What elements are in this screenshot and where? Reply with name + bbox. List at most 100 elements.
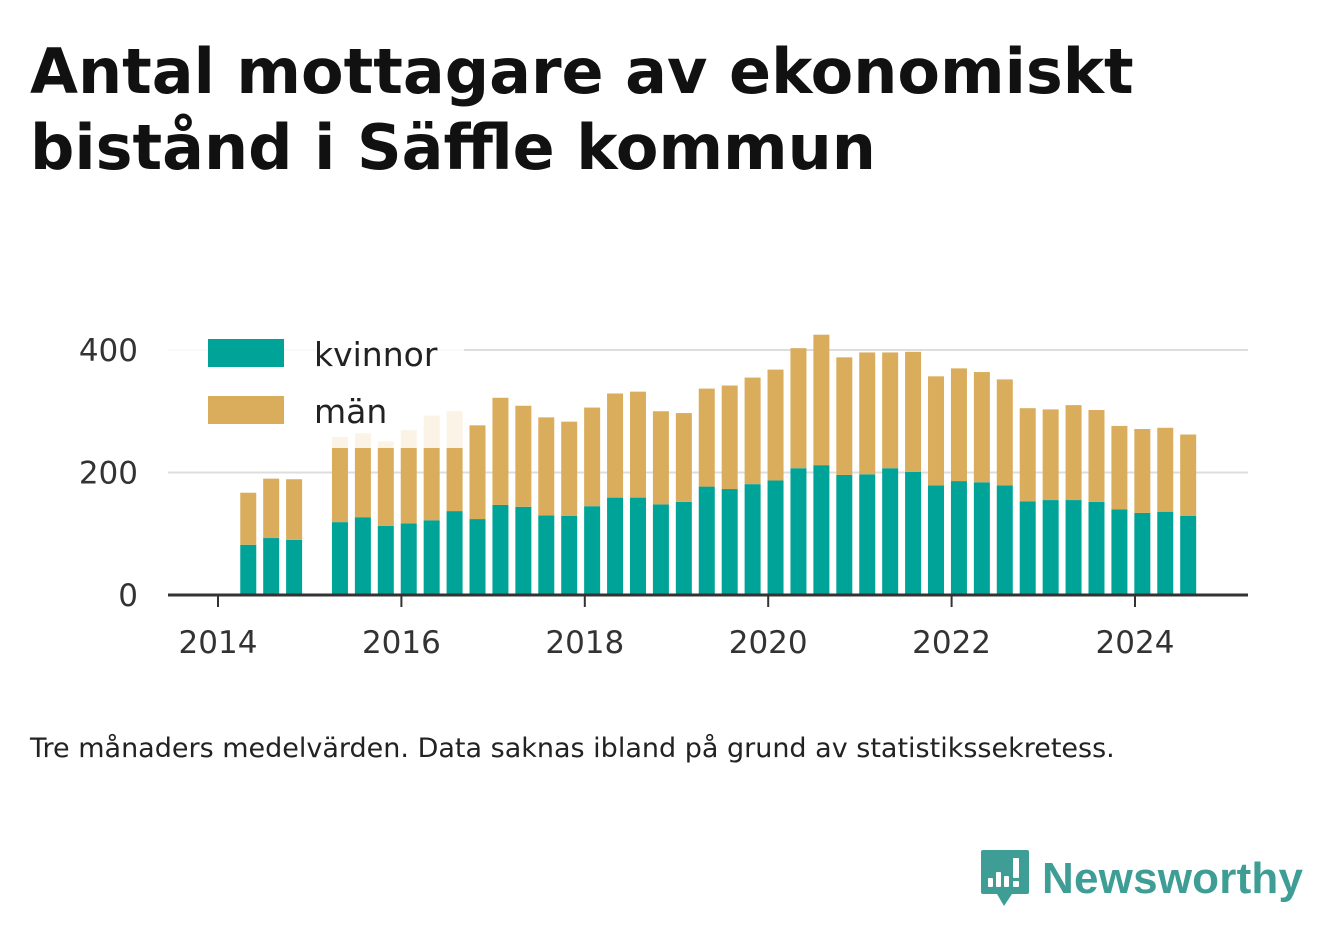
bar-man xyxy=(950,368,967,482)
bar-man xyxy=(1111,425,1128,510)
bar-man xyxy=(767,369,784,481)
bar-kvinnor xyxy=(859,474,876,595)
bar-kvinnor xyxy=(744,484,761,595)
bar-kvinnor xyxy=(905,471,922,595)
bar-kvinnor xyxy=(538,515,555,595)
bar-kvinnor xyxy=(263,538,280,595)
bar-man xyxy=(286,479,303,540)
bar-kvinnor xyxy=(1180,515,1197,595)
bar-kvinnor xyxy=(652,504,669,595)
bar-man xyxy=(331,436,348,523)
bar-man xyxy=(744,377,761,485)
bar-kvinnor xyxy=(584,506,601,595)
bar-man xyxy=(354,433,371,518)
brand-name: Newsworthy xyxy=(1042,854,1304,903)
bar-man xyxy=(790,348,807,469)
bar-man xyxy=(836,357,853,475)
bar-kvinnor xyxy=(928,485,945,595)
newsworthy-logo: Newsworthy xyxy=(980,848,1303,910)
bar-man xyxy=(377,441,394,526)
stacked-bar-chart: 0 200 400 2014 2016 2018 2020 2022 2024 kvinnor … xyxy=(78,318,1248,661)
bar-man xyxy=(882,352,899,469)
bar-man xyxy=(400,430,417,524)
bar-man xyxy=(263,478,280,539)
bar-man xyxy=(469,425,486,520)
bar-kvinnor xyxy=(240,544,257,595)
chart-title: Antal mottagare av ekonomiskt bistånd i … xyxy=(30,35,1134,184)
bar-man xyxy=(515,405,532,507)
bar-kvinnor xyxy=(561,515,578,595)
axes: 0 200 400 2014 2016 2018 2020 2022 2024 xyxy=(79,333,1248,661)
bar-man xyxy=(996,379,1013,486)
bar-kvinnor xyxy=(400,523,417,595)
footnote: Tre månaders medelvärden. Data saknas ib… xyxy=(30,733,1115,764)
bar-kvinnor xyxy=(629,497,646,595)
bar-kvinnor xyxy=(790,468,807,595)
bar-kvinnor xyxy=(286,539,303,595)
bar-kvinnor xyxy=(996,485,1013,595)
y-tick-label-200: 200 xyxy=(79,456,138,492)
legend-label-man: män xyxy=(314,392,387,431)
bar-kvinnor xyxy=(354,517,371,595)
bar-man xyxy=(538,417,555,516)
x-tick-label-2020: 2020 xyxy=(729,625,808,661)
bar-man xyxy=(1180,434,1197,516)
bar-kvinnor xyxy=(423,520,440,595)
bar-kvinnor xyxy=(950,481,967,595)
bar-man xyxy=(652,411,669,505)
bar-man xyxy=(607,393,624,498)
bar-man xyxy=(1134,429,1151,513)
bar-kvinnor xyxy=(1157,511,1174,595)
bar-kvinnor xyxy=(1111,509,1128,595)
bar-kvinnor xyxy=(721,489,738,595)
x-tick-label-2016: 2016 xyxy=(362,625,441,661)
bar-man xyxy=(973,372,990,483)
bar-kvinnor xyxy=(813,465,830,595)
y-tick-label-0: 0 xyxy=(118,578,138,614)
bar-man xyxy=(1019,408,1036,502)
bars xyxy=(240,334,1197,595)
bar-man xyxy=(629,391,646,498)
bar-kvinnor xyxy=(973,482,990,595)
x-tick-label-2022: 2022 xyxy=(912,625,991,661)
bar-man xyxy=(905,351,922,472)
legend: kvinnor män xyxy=(168,318,464,448)
bar-kvinnor xyxy=(882,468,899,595)
bar-kvinnor xyxy=(767,480,784,595)
bar-kvinnor xyxy=(331,522,348,595)
bar-kvinnor xyxy=(698,486,715,595)
bar-chart-bubble-icon xyxy=(981,850,1029,906)
bar-kvinnor xyxy=(446,511,463,595)
x-tick-label-2024: 2024 xyxy=(1096,625,1175,661)
bar-man xyxy=(1042,409,1059,501)
bar-man xyxy=(859,352,876,475)
bar-man xyxy=(1088,410,1105,502)
bar-kvinnor xyxy=(607,497,624,595)
bar-man xyxy=(675,413,692,502)
x-tick-label-2018: 2018 xyxy=(545,625,624,661)
bar-kvinnor xyxy=(1019,501,1036,595)
bar-kvinnor xyxy=(1088,501,1105,595)
bar-man xyxy=(928,376,945,486)
legend-label-kvinnor: kvinnor xyxy=(314,335,438,374)
bar-kvinnor xyxy=(1065,500,1082,595)
x-tick-label-2014: 2014 xyxy=(179,625,258,661)
bar-man xyxy=(1157,427,1174,512)
bar-kvinnor xyxy=(469,519,486,595)
bar-man xyxy=(561,421,578,516)
bar-man xyxy=(721,385,738,490)
bar-kvinnor xyxy=(836,474,853,595)
legend-swatch-kvinnor xyxy=(208,339,284,367)
bar-man xyxy=(1065,405,1082,501)
bar-kvinnor xyxy=(1134,512,1151,595)
bar-man xyxy=(584,407,601,507)
bar-kvinnor xyxy=(377,525,394,595)
bar-man xyxy=(240,492,257,545)
bar-kvinnor xyxy=(492,504,509,595)
y-tick-label-400: 400 xyxy=(79,333,138,369)
bar-man xyxy=(492,397,509,505)
bar-man xyxy=(698,388,715,487)
bar-man xyxy=(813,334,830,466)
legend-swatch-man xyxy=(208,396,284,424)
bar-kvinnor xyxy=(675,501,692,595)
